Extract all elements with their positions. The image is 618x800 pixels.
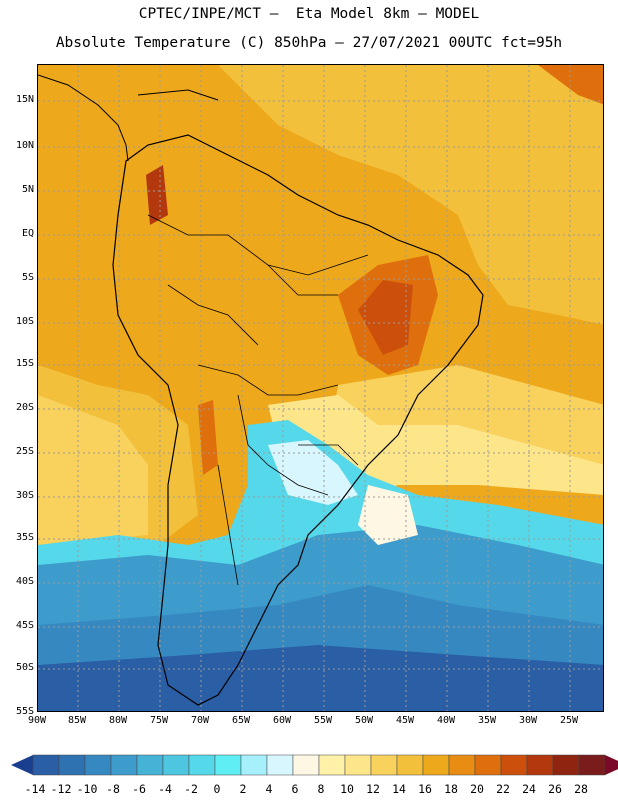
map-title-line-1: CPTEC/INPE/MCT – Eta Model 8km – MODEL	[138, 6, 480, 22]
colorbar-tick-label: 14	[392, 782, 406, 796]
lon-label: 75W	[149, 715, 169, 726]
colorbar-segment	[240, 754, 268, 776]
lat-label: 20S	[15, 402, 34, 413]
lon-label: 25W	[559, 715, 579, 726]
colorbar-right-arrow	[605, 755, 618, 775]
colorbar-tick-label: 10	[340, 782, 354, 796]
colorbar-tick-label: -4	[158, 782, 172, 796]
colorbar-tick-label: 4	[265, 782, 273, 796]
map-panel	[37, 64, 604, 712]
colorbar-segment	[32, 754, 60, 776]
central-america-coast	[38, 74, 129, 162]
lat-label: 5N	[21, 184, 34, 195]
colorbar-segment	[58, 754, 86, 776]
country-borders	[147, 214, 369, 586]
pale-pocket-1	[268, 440, 358, 505]
colorbar-tick-label: -8	[106, 782, 120, 796]
lat-label: 5S	[21, 272, 34, 283]
lat-label: 55S	[15, 706, 34, 717]
colorbar-tick-label: 18	[444, 782, 458, 796]
pacific-mid-band	[38, 395, 148, 545]
colorbar-segment	[84, 754, 112, 776]
coldest-zone	[38, 645, 603, 711]
colorbar-tick-label: 6	[291, 782, 299, 796]
colorbar-tick-label: 24	[522, 782, 536, 796]
colorbar-segment	[448, 754, 476, 776]
lat-label: 15N	[15, 94, 34, 105]
colorbar-segment	[578, 754, 606, 776]
lat-lon-grid	[38, 65, 603, 711]
andes-south-streak	[198, 400, 218, 475]
colorbar-tick-label: -2	[184, 782, 198, 796]
lat-label: 25S	[15, 446, 34, 457]
colorbar-segment	[370, 754, 398, 776]
map-title-line-2: Absolute Temperature (C) 850hPa – 27/07/…	[55, 35, 563, 51]
colorbar-tick-label: -10	[76, 782, 98, 796]
colorbar-left-arrow	[11, 755, 33, 775]
colorbar-tick-label: 16	[418, 782, 432, 796]
lat-label: 10N	[15, 140, 34, 151]
lat-label: 30S	[15, 490, 34, 501]
lon-label: 35W	[477, 715, 497, 726]
lat-label: 15S	[15, 358, 34, 369]
colorbar-segment	[552, 754, 580, 776]
colorbar-tick-label: 2	[239, 782, 247, 796]
colorbar-tick-label: -6	[132, 782, 146, 796]
colorbar-segment	[292, 754, 320, 776]
lat-label: 35S	[15, 532, 34, 543]
lat-label: 10S	[15, 316, 34, 327]
colorbar-tick-label: 26	[548, 782, 562, 796]
lon-label: 55W	[313, 715, 333, 726]
lon-label: 65W	[231, 715, 251, 726]
northeast-hot-corner	[538, 65, 603, 105]
colorbar-segment	[344, 754, 372, 776]
colorbar-tick-label: 28	[574, 782, 588, 796]
brazil-hottest	[358, 280, 413, 355]
colorbar-segment	[188, 754, 216, 776]
colorbar-tick-label: 0	[213, 782, 221, 796]
colorbar-tick-label: -12	[50, 782, 72, 796]
lon-label: 50W	[354, 715, 374, 726]
colorbar-segment	[162, 754, 190, 776]
lat-label: 50S	[15, 662, 34, 673]
lon-label: 80W	[108, 715, 128, 726]
lat-label: EQ	[21, 228, 34, 239]
northeast-band	[218, 65, 603, 325]
colorbar-segment	[500, 754, 528, 776]
colorbar-segment	[136, 754, 164, 776]
colorbar-tick-label: 12	[366, 782, 380, 796]
colorbar-segment	[266, 754, 294, 776]
colorbar-segment	[110, 754, 138, 776]
colorbar-segment	[318, 754, 346, 776]
lat-label: 40S	[15, 576, 34, 587]
lon-label: 90W	[27, 715, 47, 726]
lat-label: 45S	[15, 620, 34, 631]
lon-label: 85W	[67, 715, 87, 726]
colorbar-segment	[396, 754, 424, 776]
lon-label: 70W	[190, 715, 210, 726]
colorbar-tick-label: 22	[496, 782, 510, 796]
south-america-coastline	[112, 134, 484, 706]
colorbar	[11, 754, 618, 776]
colorbar-segment	[526, 754, 554, 776]
andes-hot-streak	[146, 165, 168, 225]
colorbar-segment	[214, 754, 242, 776]
colorbar-tick-label: -14	[24, 782, 46, 796]
pale-pocket-2	[358, 485, 418, 545]
caribbean-islands	[137, 89, 219, 101]
colorbar-tick-label: 8	[317, 782, 325, 796]
lon-label: 60W	[272, 715, 292, 726]
lon-label: 40W	[436, 715, 456, 726]
lon-label: 45W	[395, 715, 415, 726]
colorbar-segment	[422, 754, 450, 776]
colorbar-segment	[474, 754, 502, 776]
colorbar-tick-label: 20	[470, 782, 484, 796]
lon-label: 30W	[518, 715, 538, 726]
map-svg	[38, 65, 603, 711]
